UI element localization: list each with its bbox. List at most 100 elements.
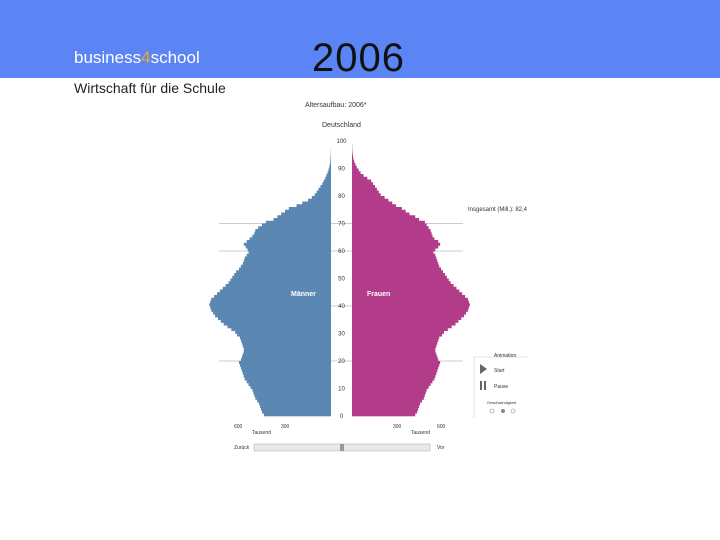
female-bar xyxy=(352,259,438,263)
female-bar xyxy=(352,273,445,277)
male-bar xyxy=(235,330,331,334)
age-tick-label: 40 xyxy=(338,304,345,310)
female-bar xyxy=(352,328,448,332)
male-bar xyxy=(247,248,331,252)
female-bar xyxy=(352,311,467,315)
female-bar xyxy=(352,366,439,370)
brand-logo: business4school xyxy=(74,48,200,68)
male-bar xyxy=(244,256,331,260)
start-label: Start xyxy=(494,368,505,374)
male-bar xyxy=(225,284,331,288)
female-bar xyxy=(352,377,435,381)
male-bar xyxy=(211,297,331,301)
female-bar xyxy=(352,372,437,376)
female-bar xyxy=(352,396,424,400)
speed-option-medium[interactable] xyxy=(501,409,505,413)
male-bar xyxy=(258,226,331,230)
pause-button[interactable]: Pause xyxy=(480,381,508,390)
age-tick-label: 20 xyxy=(338,359,345,365)
age-tick-label: 80 xyxy=(338,194,345,200)
timeline-slider[interactable]: Zurück Vor xyxy=(234,443,445,452)
male-bar xyxy=(241,341,331,345)
female-label: Frauen xyxy=(367,291,390,298)
male-bar xyxy=(326,174,331,178)
female-bar xyxy=(352,413,416,417)
male-bar xyxy=(240,358,331,362)
female-bar xyxy=(352,314,465,318)
play-icon xyxy=(480,364,487,374)
male-bar xyxy=(227,325,331,329)
male-bar xyxy=(320,185,331,189)
male-bar xyxy=(230,278,331,282)
male-bar xyxy=(242,352,331,356)
female-bar xyxy=(352,245,439,249)
pause-label: Pause xyxy=(494,384,508,390)
female-bar xyxy=(352,369,438,373)
male-bar xyxy=(277,215,331,219)
male-bar xyxy=(329,165,331,169)
male-bar xyxy=(243,347,331,351)
male-bar xyxy=(243,242,331,246)
female-bar xyxy=(352,361,441,365)
female-bar xyxy=(352,176,368,180)
back-label[interactable]: Zurück xyxy=(234,445,250,451)
female-bar xyxy=(352,187,377,191)
female-bar xyxy=(352,363,440,367)
female-bar xyxy=(352,209,406,213)
speed-option-fast[interactable] xyxy=(510,408,516,414)
female-bar xyxy=(352,154,353,158)
female-bar xyxy=(352,405,420,409)
male-bar xyxy=(330,160,331,164)
start-button[interactable]: Start xyxy=(480,364,505,374)
male-bar xyxy=(234,273,331,277)
male-bar xyxy=(308,198,331,202)
male-bar xyxy=(263,413,331,417)
female-bar xyxy=(352,306,469,310)
x-tick-label: 600 xyxy=(437,424,446,430)
male-bar xyxy=(255,396,331,400)
female-bar xyxy=(352,157,354,161)
female-bar xyxy=(352,388,427,392)
male-bar xyxy=(262,223,331,227)
female-bar xyxy=(352,256,437,260)
forward-label[interactable]: Vor xyxy=(437,445,445,451)
male-bar xyxy=(314,193,331,197)
male-bar xyxy=(243,350,331,354)
male-bar xyxy=(254,394,331,398)
brand-prefix: business xyxy=(74,48,142,67)
male-bar xyxy=(281,212,331,216)
pause-icon xyxy=(480,381,482,390)
speed-option-slow[interactable] xyxy=(489,408,495,414)
female-bar xyxy=(352,220,425,224)
female-bar xyxy=(352,196,385,200)
female-bar xyxy=(352,341,438,345)
slider-thumb[interactable] xyxy=(340,444,344,451)
female-bar xyxy=(352,286,457,290)
female-bar xyxy=(352,204,397,208)
male-bar xyxy=(210,300,331,304)
female-bar xyxy=(352,193,381,197)
male-bar xyxy=(253,391,331,395)
x-axis: 600 300 Tausend 300 600 Tausend xyxy=(234,424,446,436)
female-bar xyxy=(352,355,438,359)
age-tick-label: 0 xyxy=(340,414,344,420)
male-bar xyxy=(220,319,331,323)
male-bar xyxy=(237,333,331,337)
male-bar xyxy=(242,262,331,266)
female-bar xyxy=(352,278,449,282)
female-bar xyxy=(352,218,420,222)
male-bar xyxy=(228,281,331,285)
male-bar xyxy=(242,372,331,376)
age-tick-label: 50 xyxy=(338,277,345,283)
female-bar xyxy=(352,289,460,293)
female-bar xyxy=(352,347,436,351)
total-label: Insgesamt (Mill.): 82,4 xyxy=(468,207,528,213)
female-bar xyxy=(352,358,439,362)
male-bar xyxy=(243,259,331,263)
header-band xyxy=(0,0,720,78)
female-bar xyxy=(352,350,436,354)
female-bar xyxy=(352,190,379,194)
male-bar xyxy=(250,385,331,389)
female-bar xyxy=(352,344,437,348)
male-bar xyxy=(216,292,331,296)
